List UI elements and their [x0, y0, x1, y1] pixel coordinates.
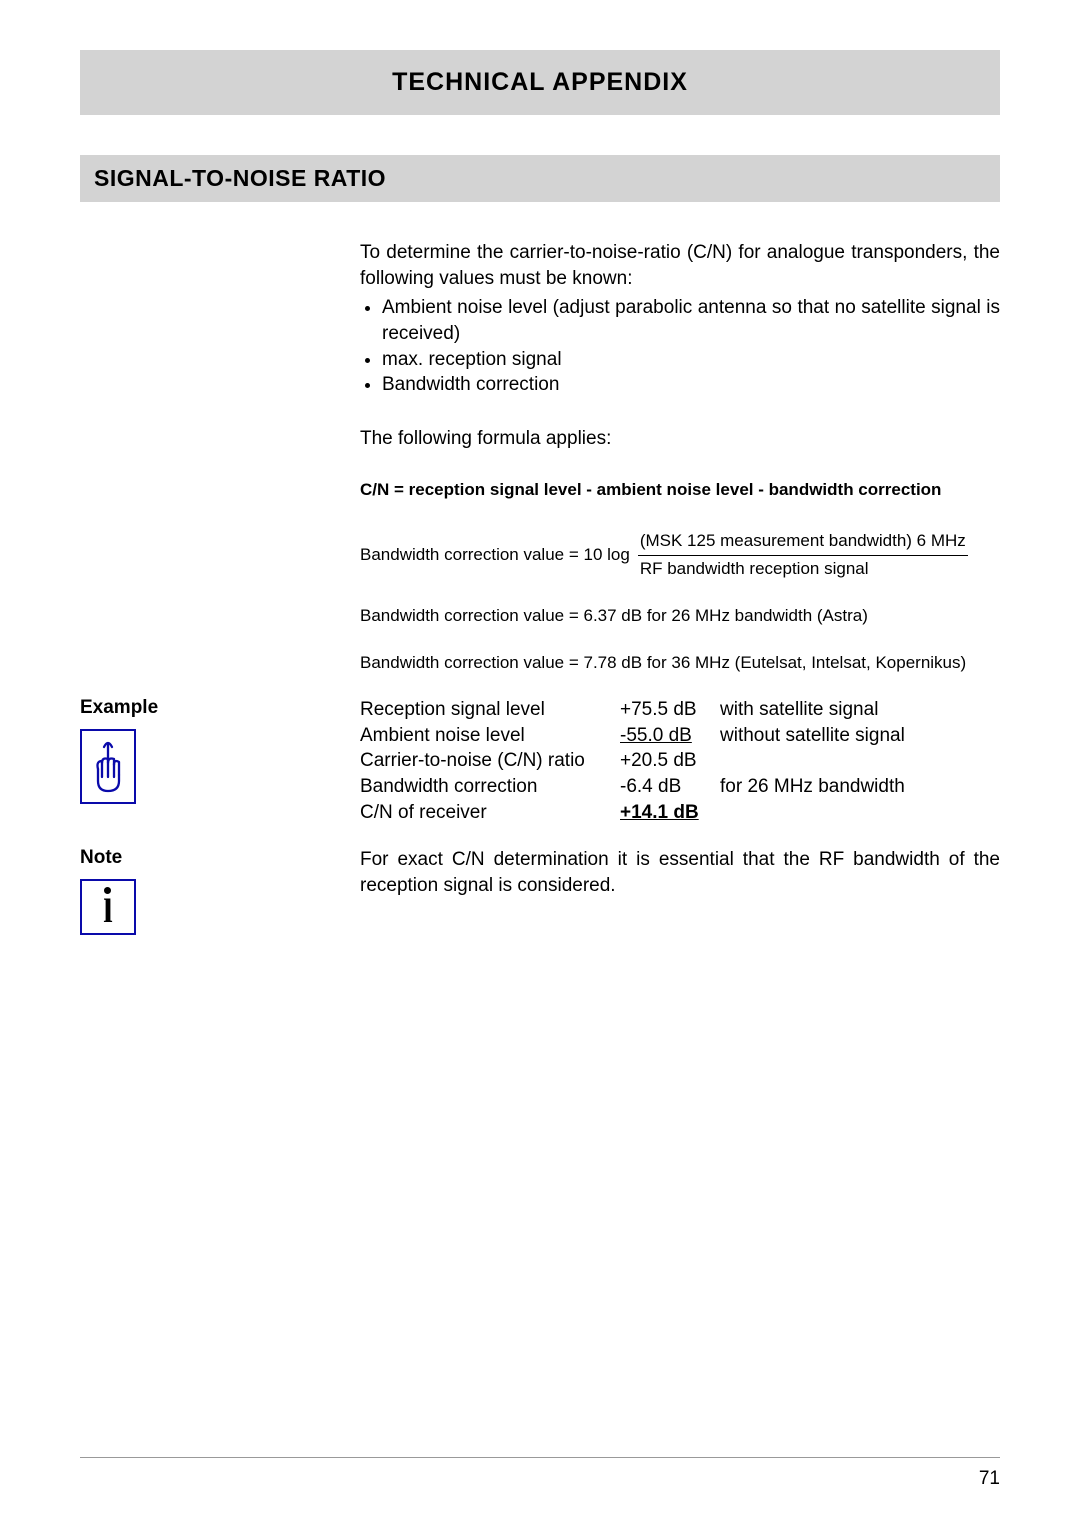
row-comment: for 26 MHz bandwidth — [720, 774, 1000, 800]
row-label: Carrier-to-noise (C/N) ratio — [360, 748, 620, 774]
bullet-item: max. reception signal — [382, 347, 1000, 373]
intro-bullets: Ambient noise level (adjust parabolic an… — [360, 295, 1000, 398]
row-label: Reception signal level — [360, 697, 620, 723]
section-title: SIGNAL-TO-NOISE RATIO — [94, 165, 386, 191]
table-row: Carrier-to-noise (C/N) ratio +20.5 dB — [360, 748, 1000, 774]
page: TECHNICAL APPENDIX SIGNAL-TO-NOISE RATIO… — [0, 0, 1080, 1528]
bullet-item: Bandwidth correction — [382, 372, 1000, 398]
row-comment — [720, 800, 1000, 826]
table-row: C/N of receiver +14.1 dB — [360, 800, 1000, 826]
row-label: C/N of receiver — [360, 800, 620, 826]
row-label: Ambient noise level — [360, 723, 620, 749]
example-label: Example — [80, 697, 360, 719]
row-comment — [720, 748, 1000, 774]
row-comment: without satellite signal — [720, 723, 1000, 749]
intro-text: To determine the carrier-to-noise-ratio … — [360, 240, 1000, 291]
fraction-denominator: RF bandwidth reception signal — [638, 556, 968, 581]
row-value: -6.4 dB — [620, 774, 720, 800]
table-row: Bandwidth correction -6.4 dB for 26 MHz … — [360, 774, 1000, 800]
row-value: +75.5 dB — [620, 697, 720, 723]
table-row: Reception signal level +75.5 dB with sat… — [360, 697, 1000, 723]
example-table: Reception signal level +75.5 dB with sat… — [360, 697, 1000, 825]
section-bar: SIGNAL-TO-NOISE RATIO — [80, 155, 1000, 202]
bw-formula-left: Bandwidth correction value = 10 log — [360, 544, 630, 567]
example-block: Example — [80, 697, 1000, 825]
note-label: Note — [80, 847, 360, 869]
formula-applies-text: The following formula applies: — [360, 426, 1000, 452]
note-block: Note l For exact C/N determination it is… — [80, 847, 1000, 935]
note-text: For exact C/N determination it is essent… — [360, 847, 1000, 898]
footer-divider — [80, 1457, 1000, 1458]
info-icon: l — [80, 879, 136, 935]
fraction: (MSK 125 measurement bandwidth) 6 MHz RF… — [638, 530, 968, 581]
row-value: +14.1 dB — [620, 800, 720, 826]
row-label: Bandwidth correction — [360, 774, 620, 800]
bw-value-eutelsat: Bandwidth correction value = 7.78 dB for… — [360, 652, 1000, 675]
page-number: 71 — [979, 1468, 1000, 1490]
bandwidth-formula: Bandwidth correction value = 10 log (MSK… — [360, 530, 1000, 581]
row-value: +20.5 dB — [620, 748, 720, 774]
hand-pointing-icon — [80, 729, 136, 804]
fraction-numerator: (MSK 125 measurement bandwidth) 6 MHz — [638, 530, 968, 556]
bullet-item: Ambient noise level (adjust parabolic an… — [382, 295, 1000, 346]
header-bar: TECHNICAL APPENDIX — [80, 50, 1000, 115]
row-value: -55.0 dB — [620, 723, 720, 749]
row-comment: with satellite signal — [720, 697, 1000, 723]
intro-block: To determine the carrier-to-noise-ratio … — [80, 240, 1000, 675]
bw-value-astra: Bandwidth correction value = 6.37 dB for… — [360, 605, 1000, 628]
header-title: TECHNICAL APPENDIX — [392, 68, 688, 96]
cn-formula: C/N = reception signal level - ambient n… — [360, 479, 1000, 502]
table-row: Ambient noise level -55.0 dB without sat… — [360, 723, 1000, 749]
